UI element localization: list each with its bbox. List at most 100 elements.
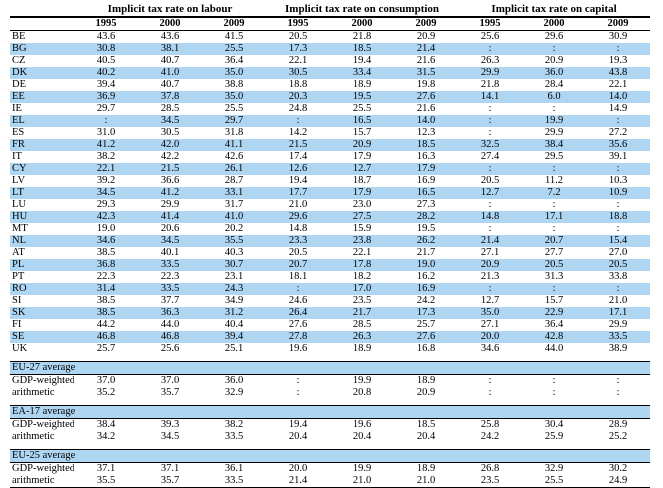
rate-value-cell: 14.2 (288, 127, 308, 138)
rate-value-cell: 21.8 (352, 31, 372, 42)
country-row: LU 29.3 29.9 31.7 21.0 23.0 27.3::: (10, 199, 650, 211)
rate-value-cell: 22.1 (74, 163, 138, 175)
rate-value-cell: 25.1 (224, 343, 244, 354)
aggregate-row: arithmetic 35.5 35.7 33.5 21.4 21.0 21.0 23.5 25… (10, 475, 650, 488)
rate-value-cell: 18.8 (288, 79, 308, 90)
country-row: SK 38.5 36.3 31.2 26.4 21.7 17.3 35.0 22.9 17.1 (10, 307, 651, 319)
rate-value-cell: 27.6 (288, 319, 308, 330)
year-header: 2009 (586, 17, 651, 31)
country-code-cell: LT (10, 187, 74, 199)
country-row: NL 34.6 34.5 35.5 23.3 23.8 26.2 21.4 20.7 15.4 (10, 235, 651, 247)
aggregate-section-title: EU-25 average (10, 449, 651, 463)
rate-value-cell: 32.9 (544, 463, 564, 474)
section-spacer (10, 399, 651, 406)
rate-value-cell: 16.9 (416, 175, 436, 186)
rate-value-cell: 42.0 (138, 139, 202, 151)
aggregate-section-header-row: EU-27 average (10, 361, 651, 375)
rate-value-cell: 12.3 (416, 127, 436, 138)
rate-value-cell: 35.7 (160, 475, 180, 486)
rate-value-cell: 23.8 (330, 235, 395, 247)
rate-value-cell: : (488, 199, 492, 210)
rate-value-cell: 20.5 (288, 247, 308, 258)
rate-value-cell: : (488, 375, 492, 386)
rate-value-cell: 27.4 (480, 151, 500, 162)
rate-value-cell: 17.0 (330, 283, 395, 295)
rate-value-cell: 39.4 (202, 331, 267, 343)
rate-value-cell: : (458, 43, 523, 55)
rate-value-cell: 19.4 (288, 175, 308, 186)
rate-value-cell: : (266, 115, 331, 127)
rate-value-cell: 26.8 (480, 463, 500, 474)
group-header-capital: Implicit tax rate on capital (458, 1, 651, 18)
rate-value-cell: 24.6 (288, 295, 308, 306)
rate-value-cell: 28.7 (224, 175, 244, 186)
year-header: 2009 (394, 17, 459, 31)
country-row: FR 41.2 42.0 41.1 21.5 20.9 18.5 32.5 38.4 35.6 (10, 139, 651, 151)
country-row: UK 25.7 25.6 25.1 19.6 18.9 16.8 34.6 44.0 38.9 (10, 343, 650, 355)
rate-value-cell: : (552, 387, 556, 398)
rate-value-cell: 36.1 (224, 463, 244, 474)
country-row: CZ 40.5 40.7 36.4 22.1 19.4 21.6 26.3 20.9 19.3 (10, 55, 650, 67)
rate-value-cell: 42.3 (74, 211, 138, 223)
rate-value-cell: 41.5 (224, 31, 244, 42)
rate-value-cell: 19.5 (416, 223, 436, 234)
rate-value-cell: 19.0 (96, 223, 116, 234)
rate-value-cell: 39.1 (608, 151, 628, 162)
rate-value-cell: 41.1 (202, 139, 267, 151)
country-code-cell: MT (12, 223, 28, 234)
rate-value-cell: 16.5 (394, 187, 459, 199)
rate-value-cell: 12.7 (480, 295, 500, 306)
rate-value-cell: 20.4 (352, 431, 372, 442)
rate-value-cell: 25.8 (480, 419, 500, 430)
rate-value-cell: 27.2 (608, 127, 628, 138)
rate-value-cell: 20.9 (416, 31, 436, 42)
rate-value-cell: 20.7 (522, 235, 587, 247)
rate-value-cell: 32.5 (458, 139, 523, 151)
rate-value-cell: 46.8 (74, 331, 138, 343)
rate-value-cell: 40.7 (160, 79, 180, 90)
aggregate-label-cell: arithmetic (12, 475, 55, 486)
rate-value-cell: 35.0 (202, 91, 267, 103)
rate-value-cell: 25.6 (160, 343, 180, 354)
country-row: MT 19.0 20.6 20.2 14.8 15.9 19.5::: (10, 223, 650, 235)
rate-value-cell: 31.8 (224, 127, 244, 138)
rate-value-cell: 17.9 (330, 187, 395, 199)
rate-value-cell: 43.8 (586, 67, 651, 79)
rate-value-cell: 27.1 (480, 319, 500, 330)
rate-value-cell: 29.3 (96, 199, 116, 210)
rate-value-cell: 19.4 (352, 55, 372, 66)
rate-value-cell: 21.8 (480, 79, 500, 90)
rate-value-cell: 20.8 (352, 387, 372, 398)
rate-value-cell: 34.9 (224, 295, 244, 306)
country-row: BG 30.8 38.1 25.5 17.3 18.5 21.4::: (10, 43, 651, 55)
rate-value-cell: : (488, 103, 492, 114)
rate-value-cell: 18.5 (416, 419, 436, 430)
year-header: 2000 (522, 17, 587, 31)
rate-value-cell: 16.8 (416, 343, 436, 354)
rate-value-cell: 21.0 (288, 199, 308, 210)
rate-value-cell: 24.2 (416, 295, 436, 306)
rate-value-cell: 25.7 (96, 343, 116, 354)
rate-value-cell: 22.1 (352, 247, 372, 258)
rate-value-cell: 23.5 (352, 295, 372, 306)
group-header-labour: Implicit tax rate on labour (74, 1, 267, 18)
aggregate-row: arithmetic 34.2 34.5 33.5 20.4 20.4 20.4 24.2 25… (10, 431, 650, 443)
rate-value-cell: 33.1 (202, 187, 267, 199)
rate-value-cell: 19.3 (608, 55, 628, 66)
rate-value-cell: 40.3 (224, 247, 244, 258)
country-row: AT 38.5 40.1 40.3 20.5 22.1 21.7 27.1 27.7 27.0 (10, 247, 650, 259)
country-row: EL:34.5 29.7:16.5 14.0:19.9: (10, 115, 651, 127)
country-row: PL 36.8 33.5 30.7 20.7 17.8 19.0 20.9 20.5 20.5 (10, 259, 651, 271)
rate-value-cell: 25.2 (608, 431, 628, 442)
rate-value-cell: 20.5 (586, 259, 651, 271)
rate-value-cell: 38.1 (138, 43, 202, 55)
rate-value-cell: 26.3 (480, 55, 500, 66)
country-code-cell: RO (10, 283, 74, 295)
country-code-cell: SE (10, 331, 74, 343)
rate-value-cell: 29.7 (202, 115, 267, 127)
rate-value-cell: : (616, 223, 620, 234)
rate-value-cell: 33.5 (138, 259, 202, 271)
rate-value-cell: 22.3 (160, 271, 180, 282)
rate-value-cell: 27.1 (480, 247, 500, 258)
year-header-row: 1995 2000 2009 1995 2000 2009 1995 2000 … (10, 17, 651, 31)
